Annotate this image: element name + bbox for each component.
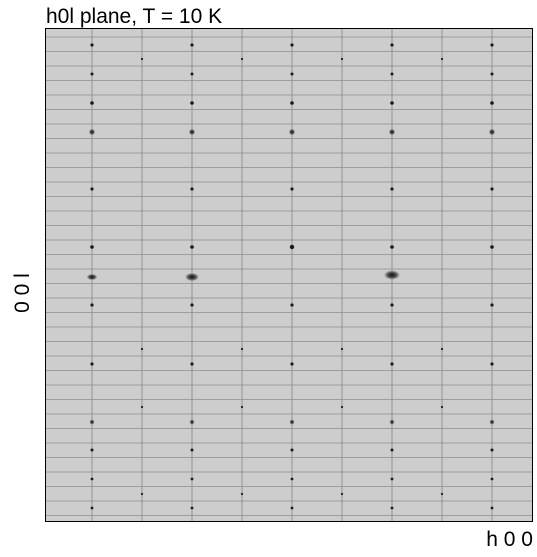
- bragg-peak: [90, 187, 94, 191]
- bragg-peak: [240, 492, 244, 496]
- bragg-peak: [390, 362, 394, 366]
- bragg-peak: [490, 362, 494, 366]
- bragg-peak: [190, 101, 194, 105]
- bragg-peak: [390, 506, 394, 510]
- bragg-peak: [289, 419, 295, 425]
- bragg-peak: [190, 187, 194, 191]
- bragg-peak: [390, 72, 394, 76]
- bragg-peak: [340, 405, 344, 409]
- bragg-peak: [290, 187, 294, 191]
- bragg-peak: [340, 492, 344, 496]
- bragg-peak: [290, 72, 294, 76]
- bragg-peak: [188, 128, 196, 136]
- bragg-peak: [440, 57, 444, 61]
- bragg-peak: [240, 57, 244, 61]
- bragg-peak: [240, 405, 244, 409]
- bragg-peak: [190, 303, 194, 307]
- bragg-peak: [490, 303, 494, 307]
- bragg-peak: [390, 303, 394, 307]
- bragg-peak: [90, 72, 94, 76]
- bragg-peak: [389, 419, 395, 425]
- bragg-peak: [190, 362, 194, 366]
- bragg-peak: [390, 245, 394, 249]
- figure-title: h0l plane, T = 10 K: [46, 5, 223, 28]
- bragg-peak: [140, 347, 144, 351]
- detector-module-gaps: [46, 29, 532, 521]
- bragg-peak: [88, 128, 96, 136]
- bragg-peak: [290, 362, 294, 366]
- bragg-peak: [290, 506, 294, 510]
- bragg-peak-strong: [184, 272, 200, 282]
- bragg-peak: [390, 477, 394, 481]
- y-axis-label: 0 0 l: [11, 273, 34, 313]
- bragg-peak: [90, 448, 94, 452]
- bragg-peak: [90, 43, 94, 47]
- bragg-peak-strong: [86, 273, 98, 281]
- bragg-peak: [490, 187, 494, 191]
- bragg-peak: [190, 245, 194, 249]
- bragg-peak: [388, 128, 396, 136]
- bragg-peak: [488, 128, 496, 136]
- bragg-peak: [490, 245, 494, 249]
- bragg-peak: [340, 347, 344, 351]
- bragg-peak: [90, 101, 94, 105]
- bragg-peak: [140, 405, 144, 409]
- bragg-peak: [340, 57, 344, 61]
- bragg-peak: [290, 303, 294, 307]
- bragg-peak: [490, 448, 494, 452]
- bragg-peak: [90, 303, 94, 307]
- x-axis-label: h 0 0: [486, 528, 533, 551]
- bragg-peak: [490, 43, 494, 47]
- bragg-peak: [90, 477, 94, 481]
- bragg-peak: [289, 244, 295, 250]
- bragg-peak: [390, 101, 394, 105]
- bragg-peak: [489, 419, 495, 425]
- bragg-peak: [440, 492, 444, 496]
- diffraction-image: [45, 28, 533, 522]
- bragg-peak: [189, 419, 195, 425]
- bragg-peak: [190, 477, 194, 481]
- bragg-peak: [440, 347, 444, 351]
- bragg-peak: [190, 506, 194, 510]
- bragg-peak: [390, 43, 394, 47]
- bragg-peak: [390, 187, 394, 191]
- bragg-peak: [140, 492, 144, 496]
- bragg-peak: [290, 101, 294, 105]
- bragg-peak: [240, 347, 244, 351]
- bragg-peaks: [86, 43, 496, 510]
- bragg-peak: [90, 362, 94, 366]
- bragg-peak: [290, 448, 294, 452]
- bragg-peak: [440, 405, 444, 409]
- bragg-peak: [490, 72, 494, 76]
- bragg-peak: [190, 43, 194, 47]
- bragg-peak: [390, 448, 394, 452]
- bragg-peak: [90, 506, 94, 510]
- bragg-peak: [89, 419, 95, 425]
- bragg-peak: [190, 448, 194, 452]
- bragg-peak: [290, 477, 294, 481]
- bragg-peak-strong: [383, 270, 401, 280]
- bragg-peak: [90, 245, 94, 249]
- diffraction-pattern: [46, 29, 532, 521]
- bragg-peak: [490, 101, 494, 105]
- bragg-peak: [190, 72, 194, 76]
- bragg-peak: [290, 43, 294, 47]
- bragg-peak: [288, 128, 296, 136]
- y-axis-label-wrapper: 0 0 l: [10, 258, 36, 328]
- bragg-peak: [490, 506, 494, 510]
- bragg-peak: [140, 57, 144, 61]
- bragg-peak: [490, 477, 494, 481]
